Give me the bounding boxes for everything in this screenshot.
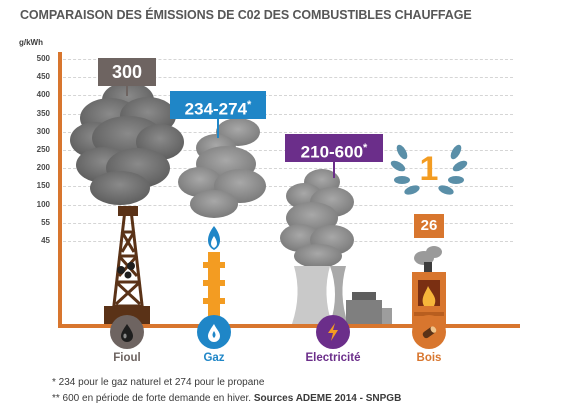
y-tick-label: 350 [36,108,50,118]
category-label-electricite: Electricité [305,352,361,364]
gridline [58,222,513,224]
gridline [58,95,513,97]
flame-icon [197,315,231,349]
gas-smoke [178,118,266,218]
chart-title: COMPARAISON DES ÉMISSIONS DE C02 DES COM… [20,8,472,22]
value-label-electricite-asterisk: * [363,142,368,154]
gridline [58,204,513,206]
value-label-bois: 26 [414,214,444,238]
fioul-smoke [70,82,184,205]
oil-drops [117,262,135,279]
y-tick-label: 300 [36,126,50,136]
value-label-gaz-asterisk: * [247,99,252,111]
lightning-icon [316,315,350,349]
y-axis [58,52,62,328]
gridline [58,59,513,60]
y-tick-label: 55 [41,217,50,227]
footnote-1: * 234 pour le gaz naturel et 274 pour le… [52,377,265,388]
y-tick-label: 250 [36,145,50,154]
gridline [58,113,513,115]
value-label-fioul: 300 [98,58,156,86]
footnote-2: ** 600 en période de forte demande en hi… [52,393,401,404]
value-label-gaz: 234-274* [170,91,266,119]
y-tick-label: 500 [36,54,50,63]
y-tick-label: 450 [36,72,50,82]
gridline [58,77,513,79]
category-label-gaz: Gaz [203,352,225,364]
gas-flame [208,226,220,250]
y-tick-label: 200 [36,163,50,173]
x-axis [58,324,520,328]
laurel-wreath [390,144,468,195]
electricity-smoke [280,169,354,268]
cooling-towers [292,266,392,324]
gridline [58,131,513,133]
source-text: Sources ADEME 2014 - SNPGB [253,393,402,404]
y-tick-label: 45 [41,236,50,245]
wood-smoke [414,246,442,265]
y-tick-label: 400 [36,90,50,100]
gas-pipe [203,252,225,324]
category-label-fioul: Fioul [113,352,141,364]
gridline [58,186,513,188]
rank-badge: 1 [420,150,439,188]
category-label-bois: Bois [416,352,442,364]
value-label-electricite: 210-600* [285,134,383,162]
wood-log-icon [412,315,446,349]
footnote-2-text: ** 600 en période de forte demande en hi… [52,393,252,404]
y-tick-label: 150 [36,181,50,191]
oil-drop-icon [110,315,144,349]
y-axis-label: g/kWh [19,38,43,47]
y-tick-label: 100 [36,199,50,209]
gridline [58,168,513,170]
chart-marks [126,86,335,178]
